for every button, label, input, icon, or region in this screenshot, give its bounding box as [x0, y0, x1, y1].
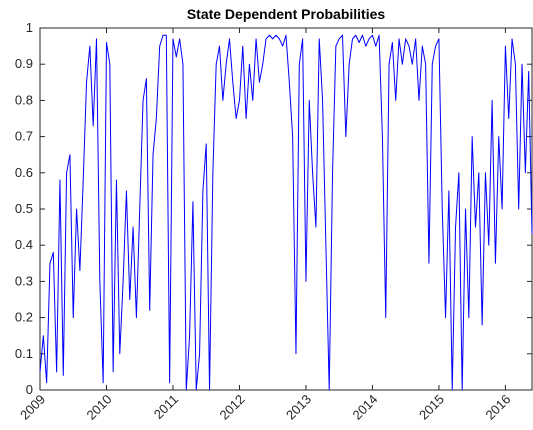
- y-tick-label: 0.7: [15, 129, 33, 144]
- y-tick-label: 1: [26, 20, 33, 35]
- y-tick-label: 0: [26, 382, 33, 397]
- y-tick-label: 0.9: [15, 56, 33, 71]
- y-tick-label: 0.2: [15, 310, 33, 325]
- y-tick-label: 0.4: [15, 237, 33, 252]
- y-tick-label: 0.5: [15, 201, 33, 216]
- y-tick-label: 0.8: [15, 92, 33, 107]
- y-tick-label: 0.1: [15, 346, 33, 361]
- chart-title: State Dependent Probabilities: [187, 6, 386, 22]
- data-line: [39, 34, 533, 391]
- y-tick-label: 0.3: [15, 273, 33, 288]
- y-tick-label: 0.6: [15, 165, 33, 180]
